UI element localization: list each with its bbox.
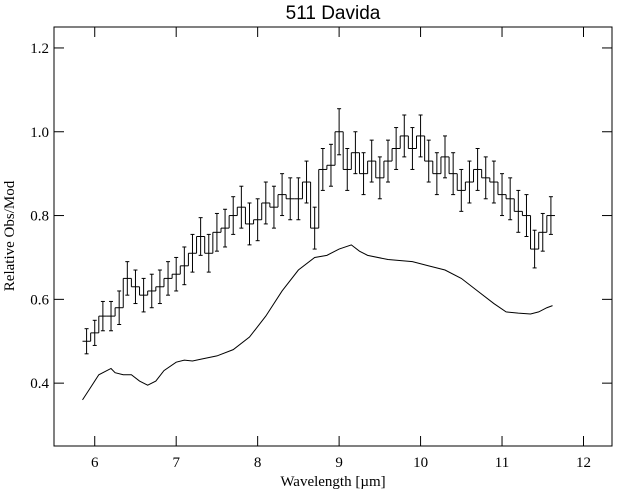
x-axis-label: Wavelength [µm] [280,474,385,490]
y-tick-label: 1.0 [30,125,49,141]
x-tick-label: 11 [495,455,509,471]
x-tick-label: 12 [576,455,591,471]
x-tick-label: 10 [413,455,428,471]
y-tick-label: 0.8 [30,209,49,225]
y-axis-label: Relative Obs/Mod [2,180,18,291]
chart-title: 511 Davida [286,3,381,24]
y-tick-label: 0.6 [30,292,49,308]
x-tick-label: 7 [172,455,180,471]
x-tick-label: 6 [91,455,99,471]
x-tick-label: 8 [254,455,262,471]
y-tick-label: 1.2 [30,41,49,57]
y-tick-label: 0.4 [30,376,49,392]
model-line [82,244,553,401]
x-tick-label: 9 [335,455,343,471]
plot-frame [53,26,613,447]
